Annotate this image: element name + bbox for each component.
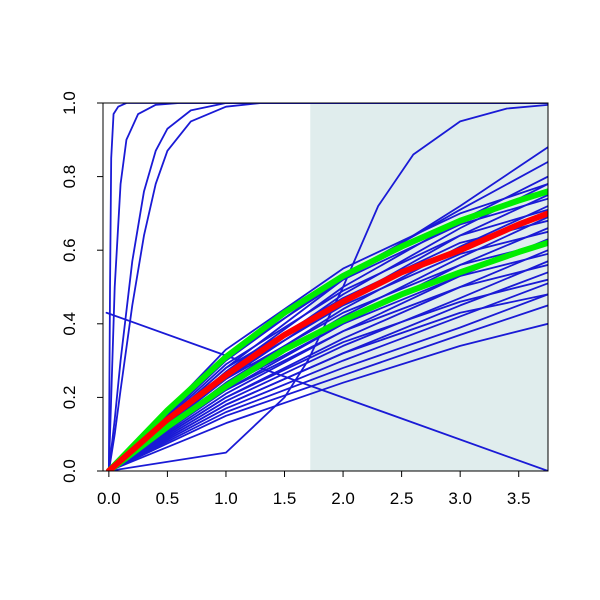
median-line [105, 210, 548, 471]
y-tick-label: 0.4 [60, 312, 79, 336]
curve-line-30 [107, 264, 548, 471]
y-tick-label: 0.2 [60, 386, 79, 410]
curve-line-17 [107, 260, 548, 471]
y-tick-label: 0.8 [60, 165, 79, 189]
curve-line-5 [107, 103, 548, 471]
x-tick-label: 0.0 [97, 489, 121, 508]
band-line-1 [105, 188, 548, 471]
y-tick-label: 1.0 [60, 91, 79, 115]
x-tick-label: 0.5 [156, 489, 180, 508]
curve-line-31 [107, 278, 548, 471]
x-tick-label: 2.0 [331, 489, 355, 508]
band-line-2 [105, 239, 548, 471]
curve-line-20 [107, 293, 548, 471]
plot-frame [102, 102, 549, 472]
y-tick-label: 0.0 [60, 459, 79, 483]
curve-line-19 [107, 282, 548, 471]
curve-line-2 [107, 103, 548, 471]
series-group [105, 103, 548, 471]
y-tick-label: 0.6 [60, 238, 79, 262]
curve-line-25 [107, 208, 548, 471]
curve-line-21 [107, 304, 548, 471]
x-tick-label: 3.0 [448, 489, 472, 508]
curve-line-3 [107, 103, 548, 471]
plot-area [105, 103, 548, 471]
curve-line-22 [107, 322, 548, 471]
x-tick-label: 1.0 [214, 489, 238, 508]
curve-line-1 [107, 103, 548, 471]
x-tick-label: 3.5 [507, 489, 531, 508]
curve-line-6 [105, 311, 548, 471]
curve-line-32 [107, 293, 548, 471]
axes: 0.0 0.5 1.0 1.5 2.0 2.5 3.0 3.5 0.0 0.2 0.4 0.6 0.8 1… [60, 91, 549, 508]
curve-line-28 [107, 241, 548, 471]
curve-line-4 [107, 103, 548, 471]
x-tick-label: 2.5 [390, 489, 414, 508]
x-tick-label: 1.5 [273, 489, 297, 508]
